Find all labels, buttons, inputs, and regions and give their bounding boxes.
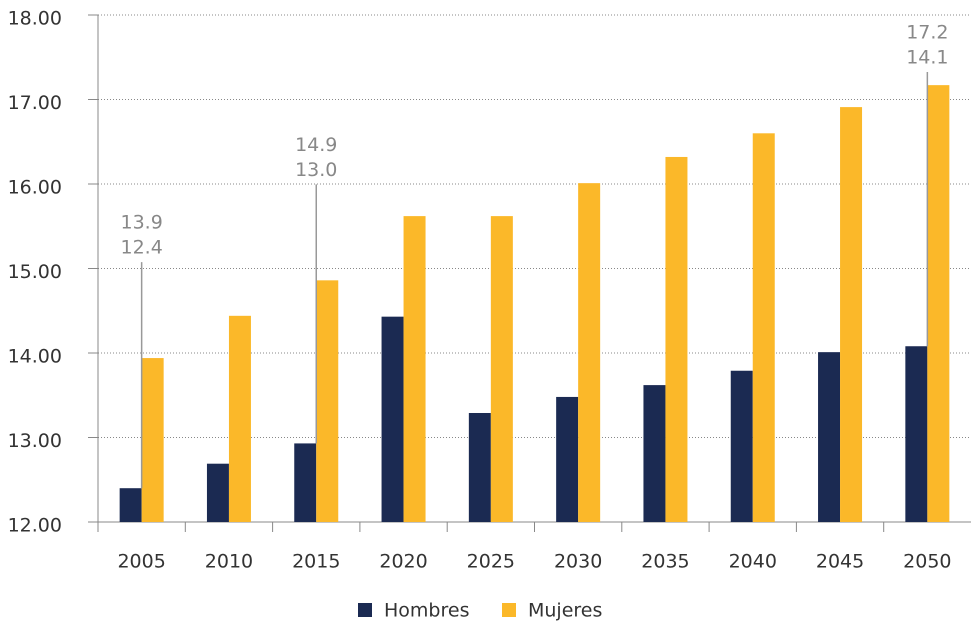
y-tick-label: 15.00: [8, 261, 62, 283]
legend-label: Hombres: [384, 600, 469, 622]
bar: [316, 280, 339, 522]
x-tick-label: 2010: [205, 551, 253, 573]
annotation-label: 13.0: [295, 159, 337, 181]
annotation-label: 14.9: [295, 134, 337, 156]
bar: [927, 85, 950, 522]
bar: [381, 316, 404, 522]
x-tick-label: 2035: [641, 551, 689, 573]
annotation-label: 12.4: [120, 237, 162, 259]
bar: [141, 358, 164, 522]
x-tick-label: 2015: [292, 551, 340, 573]
bar: [468, 412, 491, 522]
y-tick-label: 18.00: [8, 8, 62, 30]
y-tick-label: 16.00: [8, 177, 62, 199]
x-tick-label: 2025: [467, 551, 515, 573]
x-tick-label: 2005: [117, 551, 165, 573]
annotation-label: 14.1: [906, 47, 948, 69]
y-tick-label: 13.00: [8, 430, 62, 452]
x-tick-label: 2020: [379, 551, 427, 573]
y-tick-label: 17.00: [8, 92, 62, 114]
bar: [730, 370, 753, 522]
bar: [119, 488, 142, 522]
bar: [556, 396, 579, 522]
bar: [228, 315, 251, 522]
bar: [643, 385, 666, 522]
bar: [490, 216, 513, 523]
x-tick-label: 2050: [903, 551, 951, 573]
x-tick-label: 2040: [729, 551, 777, 573]
bar: [840, 107, 863, 522]
annotation-label: 17.2: [906, 22, 948, 44]
annotation-label: 13.9: [120, 212, 162, 234]
legend-swatch: [358, 603, 372, 617]
bar: [403, 216, 426, 523]
bar: [206, 463, 229, 522]
y-tick-label: 14.00: [8, 346, 62, 368]
y-tick-label: 12.00: [8, 515, 62, 537]
bar: [752, 133, 775, 523]
bar: [818, 352, 841, 522]
x-tick-label: 2045: [816, 551, 864, 573]
bar: [294, 443, 317, 522]
legend-label: Mujeres: [528, 600, 602, 622]
bar: [578, 183, 601, 522]
x-tick-label: 2030: [554, 551, 602, 573]
bar: [905, 346, 928, 522]
legend-swatch: [502, 603, 516, 617]
bar: [665, 156, 688, 522]
